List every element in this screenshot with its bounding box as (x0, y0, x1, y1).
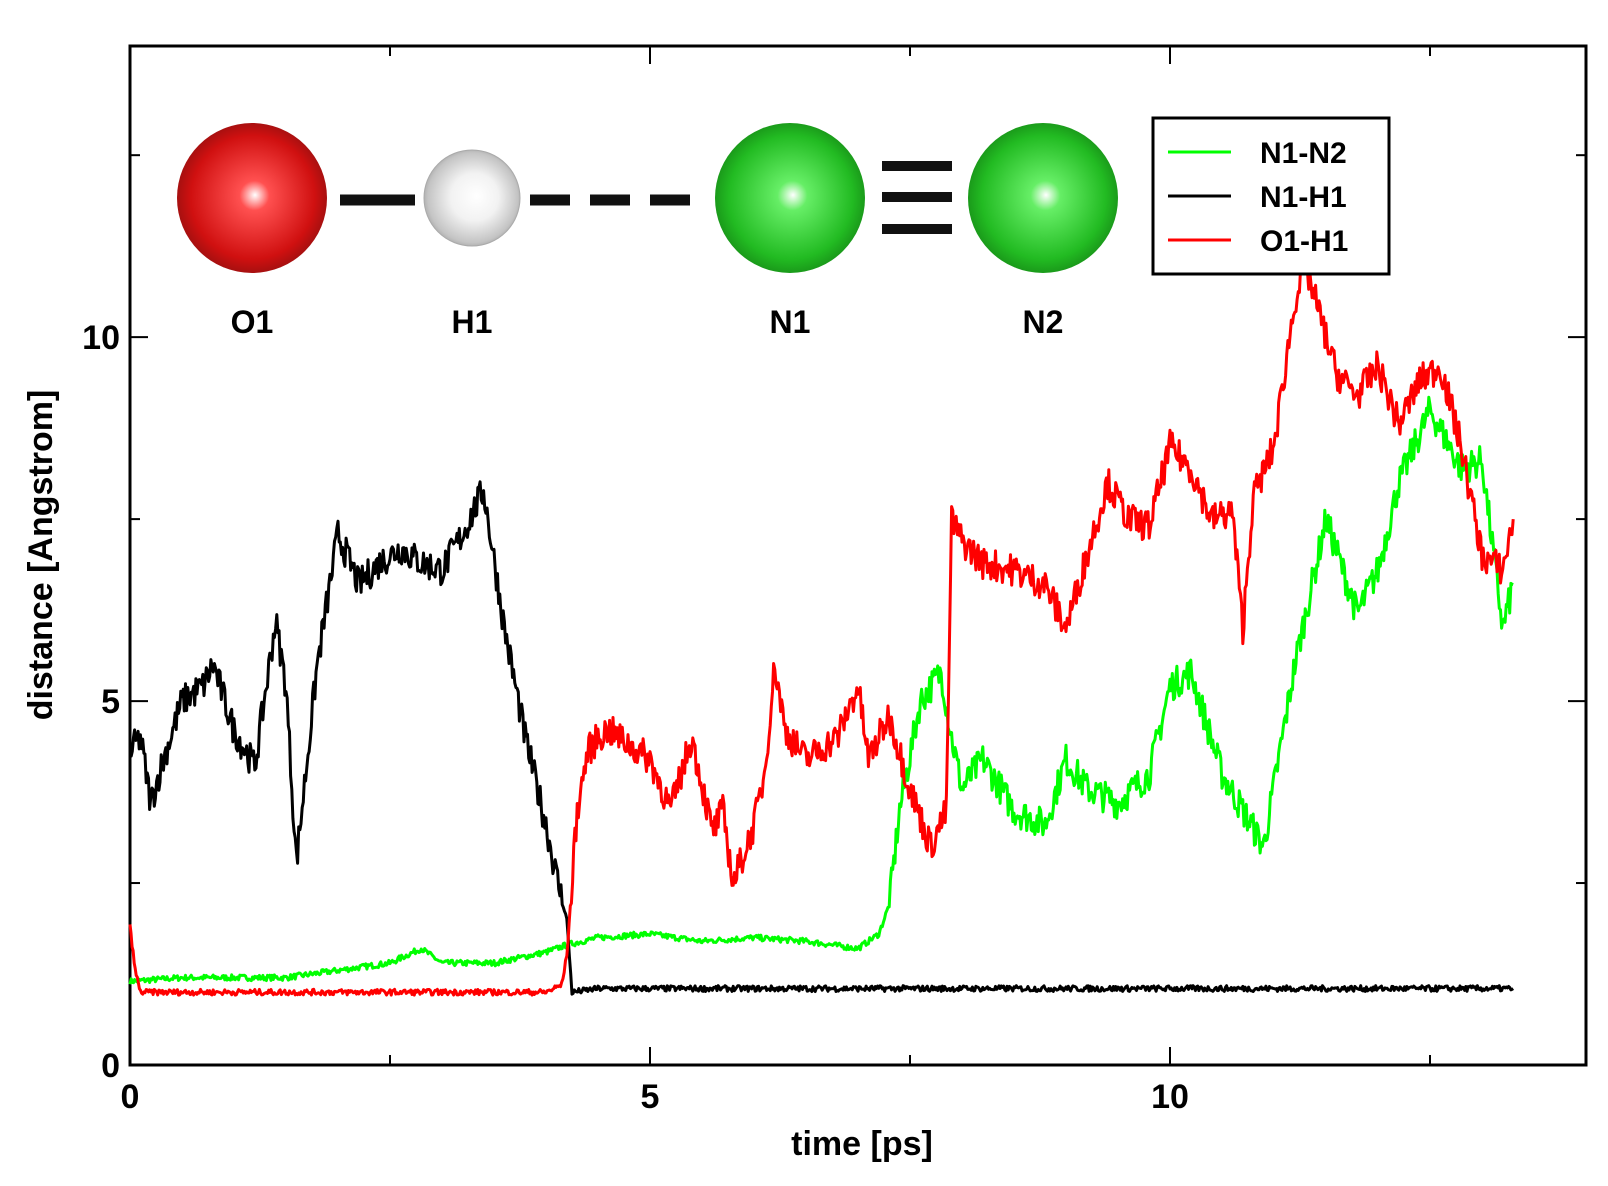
atom-label-n2: N2 (1023, 304, 1064, 340)
axis-tick-labels: 0 5 10 0 5 10 (82, 319, 1189, 1116)
atom-n1 (715, 123, 865, 273)
legend-label-n1-h1: N1-H1 (1260, 181, 1347, 214)
atom-label-n1: N1 (770, 304, 811, 340)
legend-label-n1-n2: N1-N2 (1260, 137, 1347, 170)
atom-n2 (968, 123, 1118, 273)
axis-ticks (129, 46, 1586, 1066)
series-line-n1-n2 (128, 395, 1514, 985)
y-tick-label: 5 (101, 683, 120, 721)
plot-frame (128, 44, 1588, 1067)
series-layer (128, 247, 1515, 997)
atom-h1 (423, 149, 521, 247)
y-axis-title: distance [Angstrom] (22, 390, 60, 721)
atom-o1 (177, 123, 327, 273)
x-tick-label: 5 (641, 1078, 660, 1116)
atom-label-h1: H1 (452, 304, 493, 340)
legend: N1-N2 N1-H1 O1-H1 (1151, 116, 1391, 276)
series-line-o1-h1 (128, 247, 1515, 997)
molecule-diagram: O1 H1 N1 N2 (177, 123, 1118, 340)
y-tick-label: 0 (101, 1047, 120, 1085)
series-line-n1-h1 (128, 480, 1515, 996)
atom-label-o1: O1 (231, 304, 274, 340)
x-axis-title: time [ps] (791, 1125, 933, 1163)
y-tick-label: 10 (82, 319, 120, 357)
legend-label-o1-h1: O1-H1 (1260, 225, 1348, 258)
x-tick-label: 0 (121, 1078, 140, 1116)
x-tick-label: 10 (1151, 1078, 1189, 1116)
